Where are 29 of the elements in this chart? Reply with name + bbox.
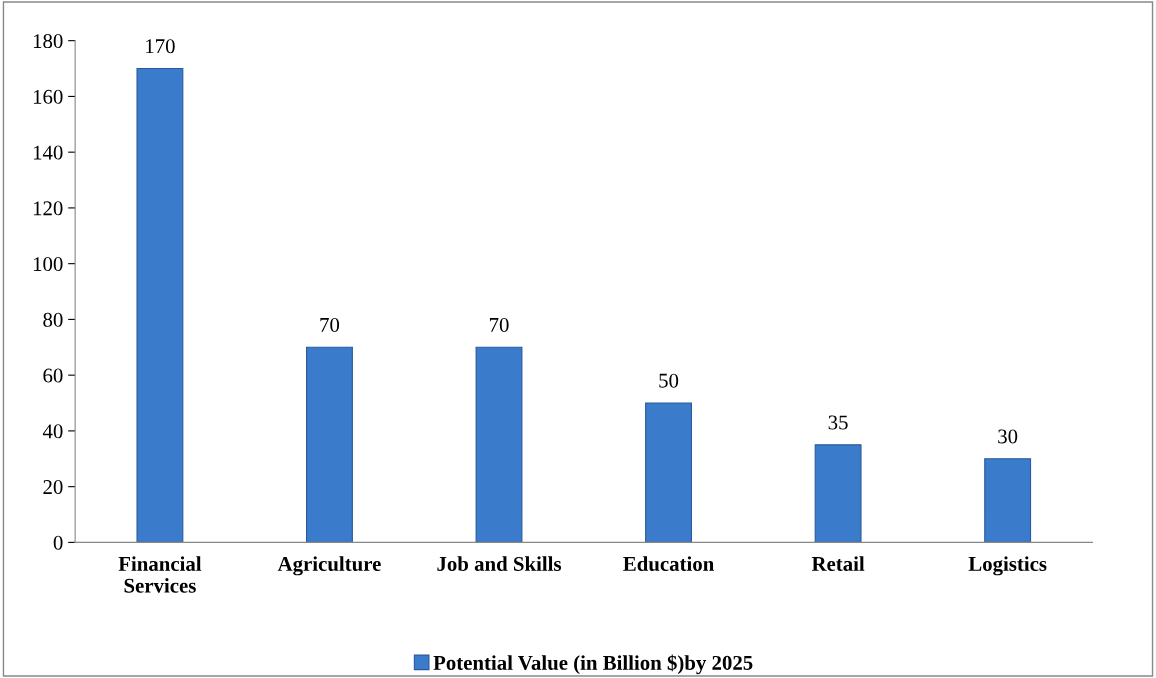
y-tick-label: 60 — [43, 368, 63, 383]
x-tick-label: Education — [623, 556, 714, 571]
x-tick-label: Logistics — [968, 556, 1047, 576]
data-label: 70 — [320, 317, 340, 332]
x-tick-label: Job and Skills — [437, 556, 562, 571]
data-label: 70 — [489, 317, 509, 332]
x-tick-label: Agriculture — [277, 556, 381, 576]
y-tick-label: 20 — [43, 480, 63, 495]
y-tick-label: 120 — [33, 201, 63, 216]
bar — [645, 402, 692, 543]
data-label: 30 — [998, 429, 1018, 444]
x-tick-label: Financial Services — [118, 556, 202, 593]
data-label: 50 — [659, 373, 679, 388]
bar — [136, 67, 184, 543]
x-tick-label: Retail — [811, 556, 865, 571]
y-tick-label: 140 — [33, 145, 63, 160]
bar — [984, 458, 1032, 543]
bar — [814, 444, 862, 543]
y-tick-label: 160 — [33, 89, 63, 104]
y-tick-label: 180 — [33, 34, 63, 49]
y-tick-label: 80 — [43, 312, 63, 327]
y-tick-label: 100 — [33, 257, 63, 272]
bar — [475, 346, 523, 543]
legend-label: Potential Value (in Billion $)by 2025 — [433, 654, 753, 675]
bar — [306, 346, 353, 543]
data-label: 35 — [828, 415, 848, 430]
y-tick-label: 40 — [42, 424, 63, 439]
y-tick-label: 0 — [53, 535, 63, 550]
data-label: 170 — [146, 39, 175, 54]
